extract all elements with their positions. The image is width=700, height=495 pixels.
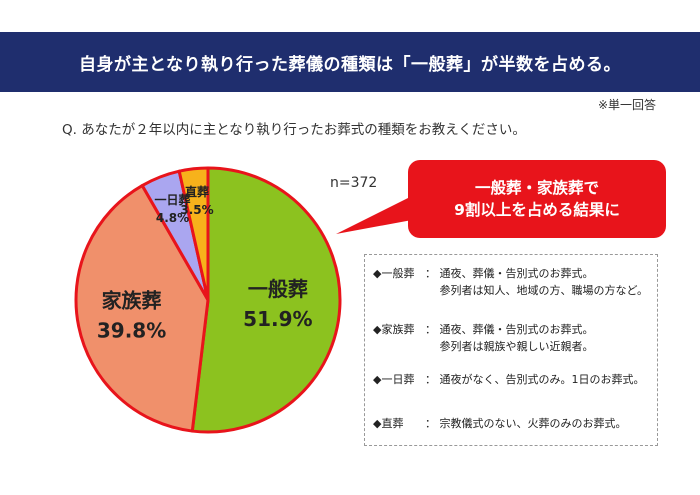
legend-item-kazoku: ◆家族葬 ： 通夜、葬儀・告別式のお葬式。 参列者は親族や親しい近親者。 (373, 321, 594, 355)
pie-value-ichinichi: 4.8% (156, 211, 189, 225)
callout-pointer (336, 196, 412, 234)
legend-term: ◆一般葬 (373, 267, 415, 280)
legend-item-ippan: ◆一般葬 ： 通夜、葬儀・告別式のお葬式。参列者は知人、地域の方、職場の方など。 (373, 265, 648, 299)
legend-colon: ： (425, 267, 436, 280)
pie-slice-kazoku (74, 184, 210, 433)
pie-label-kazoku: 家族葬 (102, 289, 162, 313)
legend-def-line1: 宗教儀式のない、火葬のみのお葬式。 (439, 417, 627, 430)
legend-term: ◆家族葬 (373, 323, 415, 336)
pie-label-chokuso: 直葬 (185, 184, 209, 199)
pie-slice-ippan (190, 166, 342, 434)
legend-def-line1: 通夜、葬儀・告別式のお葬式。 (439, 267, 594, 280)
pie-value-chokuso: 3.5% (180, 203, 213, 217)
pie-label-ippan: 一般葬 (248, 277, 308, 301)
callout-box: 一般葬・家族葬で 9割以上を占める結果に (408, 160, 666, 238)
legend-colon: ： (425, 323, 436, 336)
definition-legend: ◆一般葬： 通夜、葬儀・告別式のお葬式。 参列者は知人、地域の方、職場の方など。 … (364, 254, 658, 446)
legend-def-line1: 通夜、葬儀・告別式のお葬式。 (439, 323, 594, 336)
single-answer-note: ※単一回答 (597, 98, 656, 112)
page-title: 自身が主となり執り行った葬儀の種類は「一般葬」が半数を占める。 (79, 54, 621, 75)
legend-colon: ： (425, 373, 436, 386)
callout-line-2: 9割以上を占める結果に (454, 201, 620, 219)
legend-term: ◆直葬 (373, 417, 404, 430)
title-banner: 自身が主となり執り行った葬儀の種類は「一般葬」が半数を占める。 (0, 32, 700, 92)
pie-label-ichinichi: 一日葬 (154, 192, 190, 207)
sample-size: n=372 (330, 175, 378, 191)
legend-def-line1: 通夜がなく、告別式のみ。1日のお葬式。 (439, 373, 645, 386)
legend-def-line2: 参列者は知人、地域の方、職場の方など。 (439, 284, 648, 298)
pie-value-kazoku: 39.8% (97, 319, 166, 343)
survey-question: Q. あなたが２年以内に主となり執り行ったお葬式の種類をお教えください。 (62, 122, 526, 138)
legend-colon: ： (425, 417, 436, 430)
pie-slice-chokuso (177, 166, 210, 302)
pie-value-ippan: 51.9% (243, 307, 312, 331)
legend-item-ichinichi: ◆一日葬 ： 通夜がなく、告別式のみ。1日のお葬式。 (373, 371, 645, 388)
callout-line-1: 一般葬・家族葬で (474, 178, 599, 197)
legend-term: ◆一日葬 (373, 373, 415, 386)
legend-item-chokuso: ◆直葬 ： 宗教儀式のない、火葬のみのお葬式。 (373, 415, 627, 432)
legend-def-line2: 参列者は親族や親しい近親者。 (439, 340, 594, 354)
